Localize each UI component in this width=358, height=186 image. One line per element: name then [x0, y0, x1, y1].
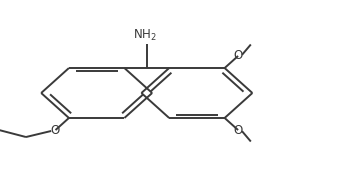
Text: NH$_2$: NH$_2$: [133, 28, 157, 43]
Text: O: O: [233, 124, 243, 137]
Text: O: O: [51, 124, 60, 137]
Text: O: O: [233, 49, 243, 62]
